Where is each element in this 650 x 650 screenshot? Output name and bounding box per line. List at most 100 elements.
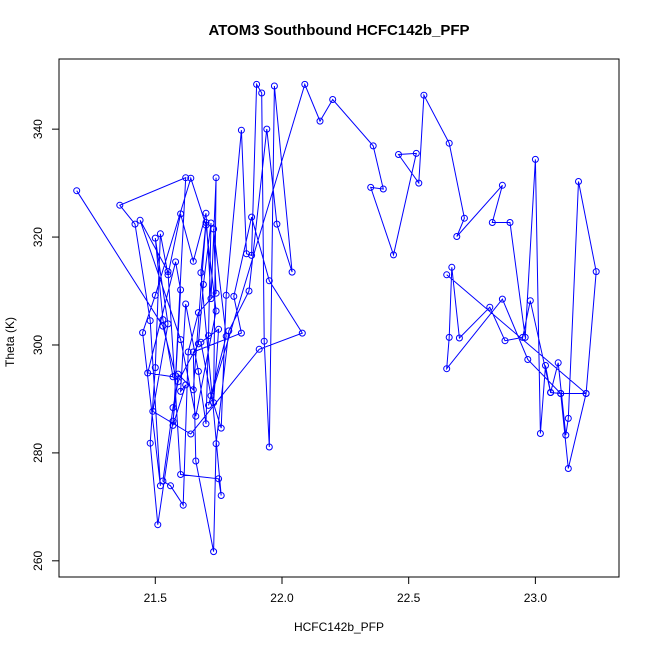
- data-point: [329, 96, 337, 103]
- data-point: [177, 387, 185, 395]
- data-point: [167, 482, 174, 490]
- plot-frame: [58, 58, 620, 578]
- y-tick-label: 340: [31, 119, 45, 139]
- data-point: [501, 337, 509, 345]
- data-point: [298, 329, 306, 337]
- data-point: [151, 234, 159, 242]
- data-point: [177, 471, 185, 478]
- data-point: [146, 317, 154, 325]
- data-point: [202, 209, 210, 217]
- data-point: [205, 332, 212, 340]
- data-point: [542, 362, 549, 369]
- data-point: [205, 401, 212, 409]
- data-point: [557, 390, 565, 397]
- data-point: [116, 201, 124, 209]
- y-axis: 260 280 300 320 340: [31, 119, 59, 571]
- data-point: [420, 91, 428, 99]
- data-point: [270, 82, 278, 90]
- data-point: [164, 268, 172, 276]
- data-point: [445, 333, 453, 341]
- data-point: [131, 220, 139, 228]
- data-point: [177, 286, 185, 294]
- data-point: [253, 80, 261, 88]
- data-point: [592, 268, 600, 276]
- data-point: [212, 307, 220, 315]
- data-point: [144, 369, 152, 377]
- data-point: [531, 155, 539, 163]
- data-point: [182, 381, 190, 389]
- data-point: [164, 320, 172, 328]
- data-point: [547, 389, 555, 396]
- data-point: [488, 219, 496, 226]
- data-point: [265, 443, 273, 451]
- data-point: [179, 501, 187, 509]
- data-point: [564, 414, 572, 422]
- data-point: [248, 213, 256, 221]
- data-point: [260, 337, 268, 345]
- data-point: [255, 345, 263, 353]
- data-point: [453, 233, 461, 240]
- data-point: [197, 269, 205, 277]
- data-point: [212, 289, 220, 297]
- data-point: [169, 417, 177, 425]
- data-point: [174, 378, 182, 386]
- data-point: [519, 333, 527, 341]
- data-point: [189, 386, 197, 394]
- data-point: [149, 407, 157, 415]
- data-point: [182, 300, 190, 308]
- data-point: [443, 365, 451, 373]
- data-point: [412, 149, 420, 157]
- data-point: [215, 325, 223, 333]
- data-point: [448, 263, 456, 271]
- data-point: [230, 292, 238, 300]
- data-point: [564, 465, 572, 472]
- data-point: [207, 219, 215, 227]
- data-point: [202, 420, 210, 428]
- data-point: [263, 125, 271, 133]
- x-axis-label: HCFC142b_PFP: [294, 620, 384, 634]
- data-point: [187, 430, 195, 438]
- data-point: [245, 287, 253, 295]
- data-point: [225, 327, 233, 335]
- data-point: [536, 430, 544, 437]
- data-point: [248, 251, 256, 259]
- y-tick-label: 280: [31, 443, 45, 463]
- y-tick-label: 300: [31, 335, 45, 355]
- data-point: [194, 309, 202, 317]
- data-point: [455, 334, 463, 342]
- data-point: [273, 220, 281, 228]
- data-point: [136, 216, 144, 224]
- data-point: [367, 183, 375, 191]
- data-point: [156, 230, 164, 238]
- data-point: [369, 142, 377, 150]
- data-point: [189, 257, 197, 265]
- y-tick-label: 260: [31, 550, 45, 570]
- data-point: [288, 268, 296, 276]
- data-point: [554, 359, 562, 367]
- data-point: [212, 174, 220, 182]
- data-point: [258, 89, 266, 97]
- data-point: [379, 185, 387, 193]
- data-point: [194, 367, 202, 375]
- x-axis: 21.5 22.0 22.5 23.0: [144, 577, 547, 605]
- data-point: [189, 348, 197, 356]
- data-point: [582, 390, 590, 397]
- data-point: [151, 364, 159, 372]
- data-point: [169, 373, 177, 381]
- data-point: [443, 271, 451, 279]
- data-point: [316, 117, 324, 125]
- data-point: [169, 421, 177, 429]
- data-point: [498, 181, 506, 189]
- data-points: [73, 80, 600, 556]
- data-point: [212, 440, 220, 448]
- data-point: [524, 356, 532, 363]
- data-point: [390, 251, 397, 259]
- data-point: [187, 174, 195, 182]
- data-point: [415, 179, 423, 187]
- x-tick-label: 22.5: [397, 591, 421, 605]
- data-point: [192, 457, 200, 465]
- data-point: [222, 291, 230, 299]
- data-point: [194, 340, 202, 348]
